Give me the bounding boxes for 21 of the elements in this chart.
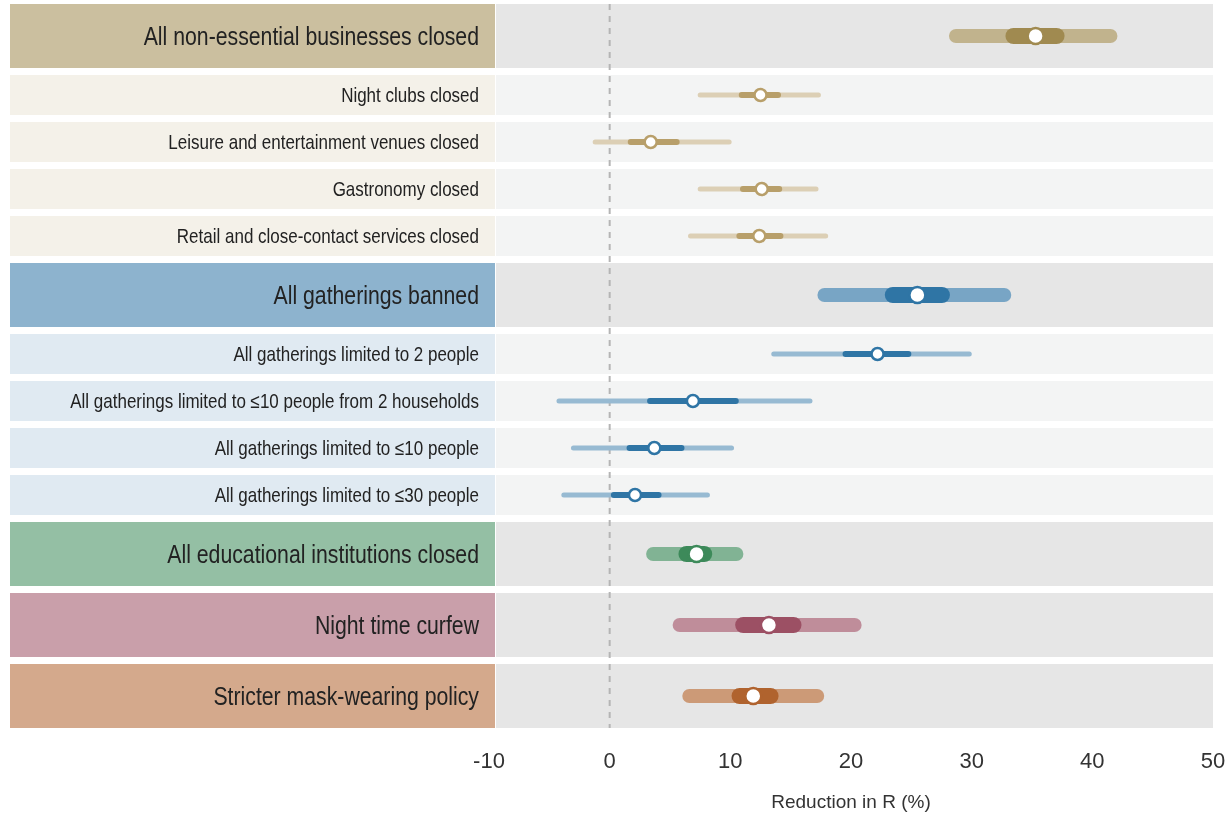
y-tick-label: All non-essential businesses closed [143, 22, 479, 51]
y-tick-label: All gatherings limited to ≤10 people from 2 households [70, 389, 479, 413]
x-tick-label: 0 [603, 748, 616, 773]
y-tick-label: Gastronomy closed [332, 177, 479, 201]
x-tick-label: 30 [959, 748, 984, 773]
y-tick-label: Night time curfew [314, 611, 480, 640]
x-tick-label: -10 [473, 748, 505, 773]
y-tick-label: All educational institutions closed [167, 540, 479, 569]
y-tick-label: All gatherings limited to ≤30 people [214, 483, 479, 507]
x-tick-label: 50 [1200, 748, 1225, 773]
x-tick-label: 10 [718, 748, 743, 773]
y-tick-label: All gatherings limited to ≤10 people [214, 436, 479, 460]
y-tick-label: All gatherings limited to 2 people [233, 342, 479, 366]
x-tick-label: 20 [838, 748, 864, 773]
y-tick-label: Night clubs closed [341, 83, 479, 107]
y-tick-label: Stricter mask-wearing policy [213, 682, 480, 711]
x-axis-title: Reduction in R (%) [771, 791, 931, 812]
x-tick-label: 40 [1080, 748, 1105, 773]
y-tick-label: All gatherings banned [273, 281, 479, 310]
y-tick-label: Leisure and entertainment venues closed [168, 130, 479, 154]
y-tick-label: Retail and close-contact services closed [176, 224, 479, 248]
